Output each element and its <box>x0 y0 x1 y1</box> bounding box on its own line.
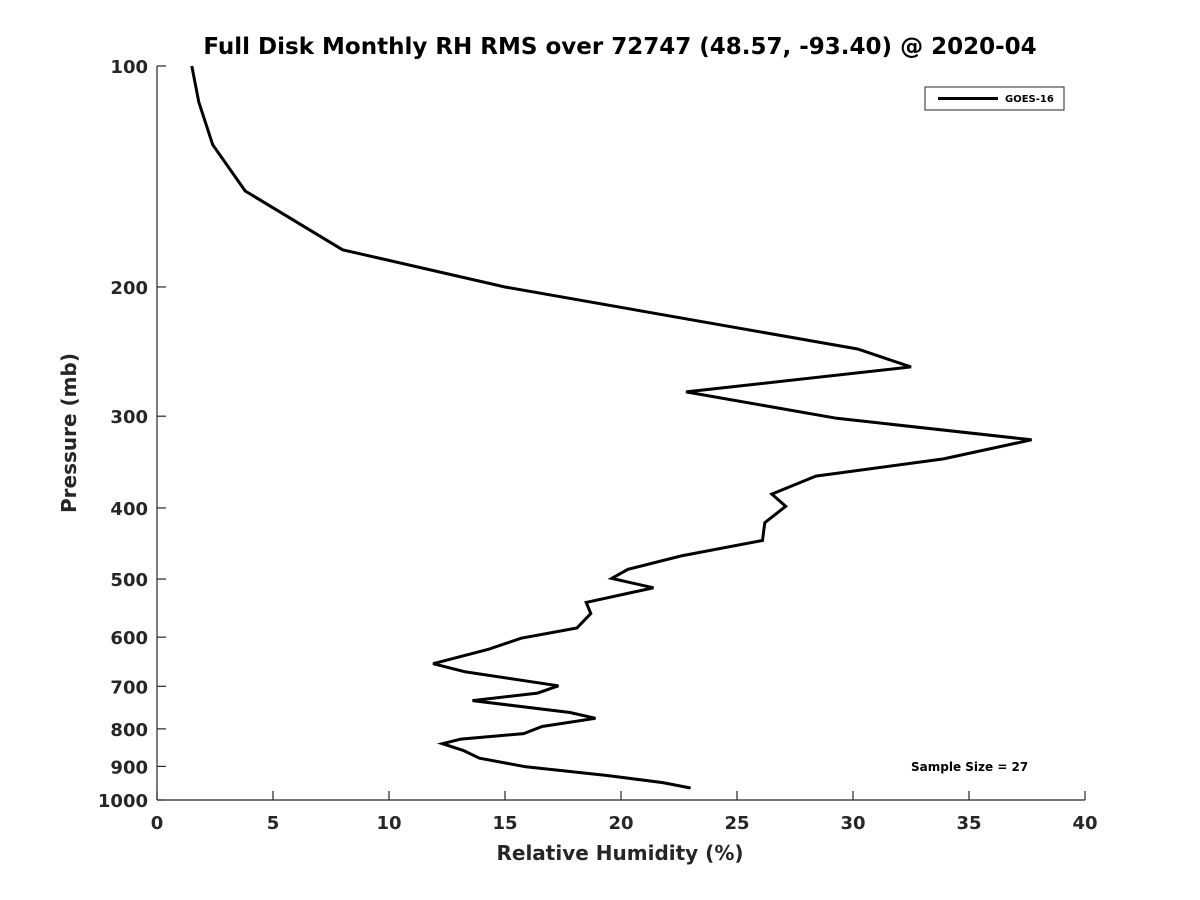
y-tick-label: 900 <box>110 757 148 778</box>
x-tick-label: 30 <box>840 813 865 834</box>
x-tick-label: 15 <box>492 813 517 834</box>
series-line-goes-16 <box>190 65 1032 790</box>
y-tick-label: 700 <box>110 677 148 698</box>
y-tick-label: 300 <box>110 407 148 428</box>
legend-entry-goes-16: GOES-16 <box>1005 94 1054 105</box>
sample-size-annotation: Sample Size = 27 <box>911 760 1028 774</box>
y-axis-label: Pressure (mb) <box>57 353 81 513</box>
plot-area: 0 5 10 15 20 25 30 35 40 100 200 300 400 500 600 700 80… <box>98 57 1098 834</box>
y-tick-label: 400 <box>110 499 148 520</box>
y-tick-label: 600 <box>110 628 148 649</box>
x-tick-label: 5 <box>267 813 280 834</box>
y-axis-ticks: 100 200 300 400 500 600 700 800 900 1000 <box>98 57 166 812</box>
y-tick-label: 100 <box>110 57 148 78</box>
x-tick-label: 10 <box>376 813 401 834</box>
x-tick-label: 25 <box>724 813 749 834</box>
x-tick-label: 40 <box>1072 813 1097 834</box>
y-tick-label: 200 <box>110 278 148 299</box>
y-tick-label: 1000 <box>98 791 148 812</box>
y-tick-label: 500 <box>110 570 148 591</box>
y-tick-label: 800 <box>110 720 148 741</box>
x-tick-label: 0 <box>151 813 164 834</box>
x-axis-label: Relative Humidity (%) <box>496 841 743 865</box>
x-tick-label: 20 <box>608 813 633 834</box>
legend: GOES-16 <box>924 86 1065 111</box>
chart-title: Full Disk Monthly RH RMS over 72747 (48.… <box>203 34 1036 60</box>
x-axis-ticks: 0 5 10 15 20 25 30 35 40 <box>151 791 1098 834</box>
x-tick-label: 35 <box>956 813 981 834</box>
